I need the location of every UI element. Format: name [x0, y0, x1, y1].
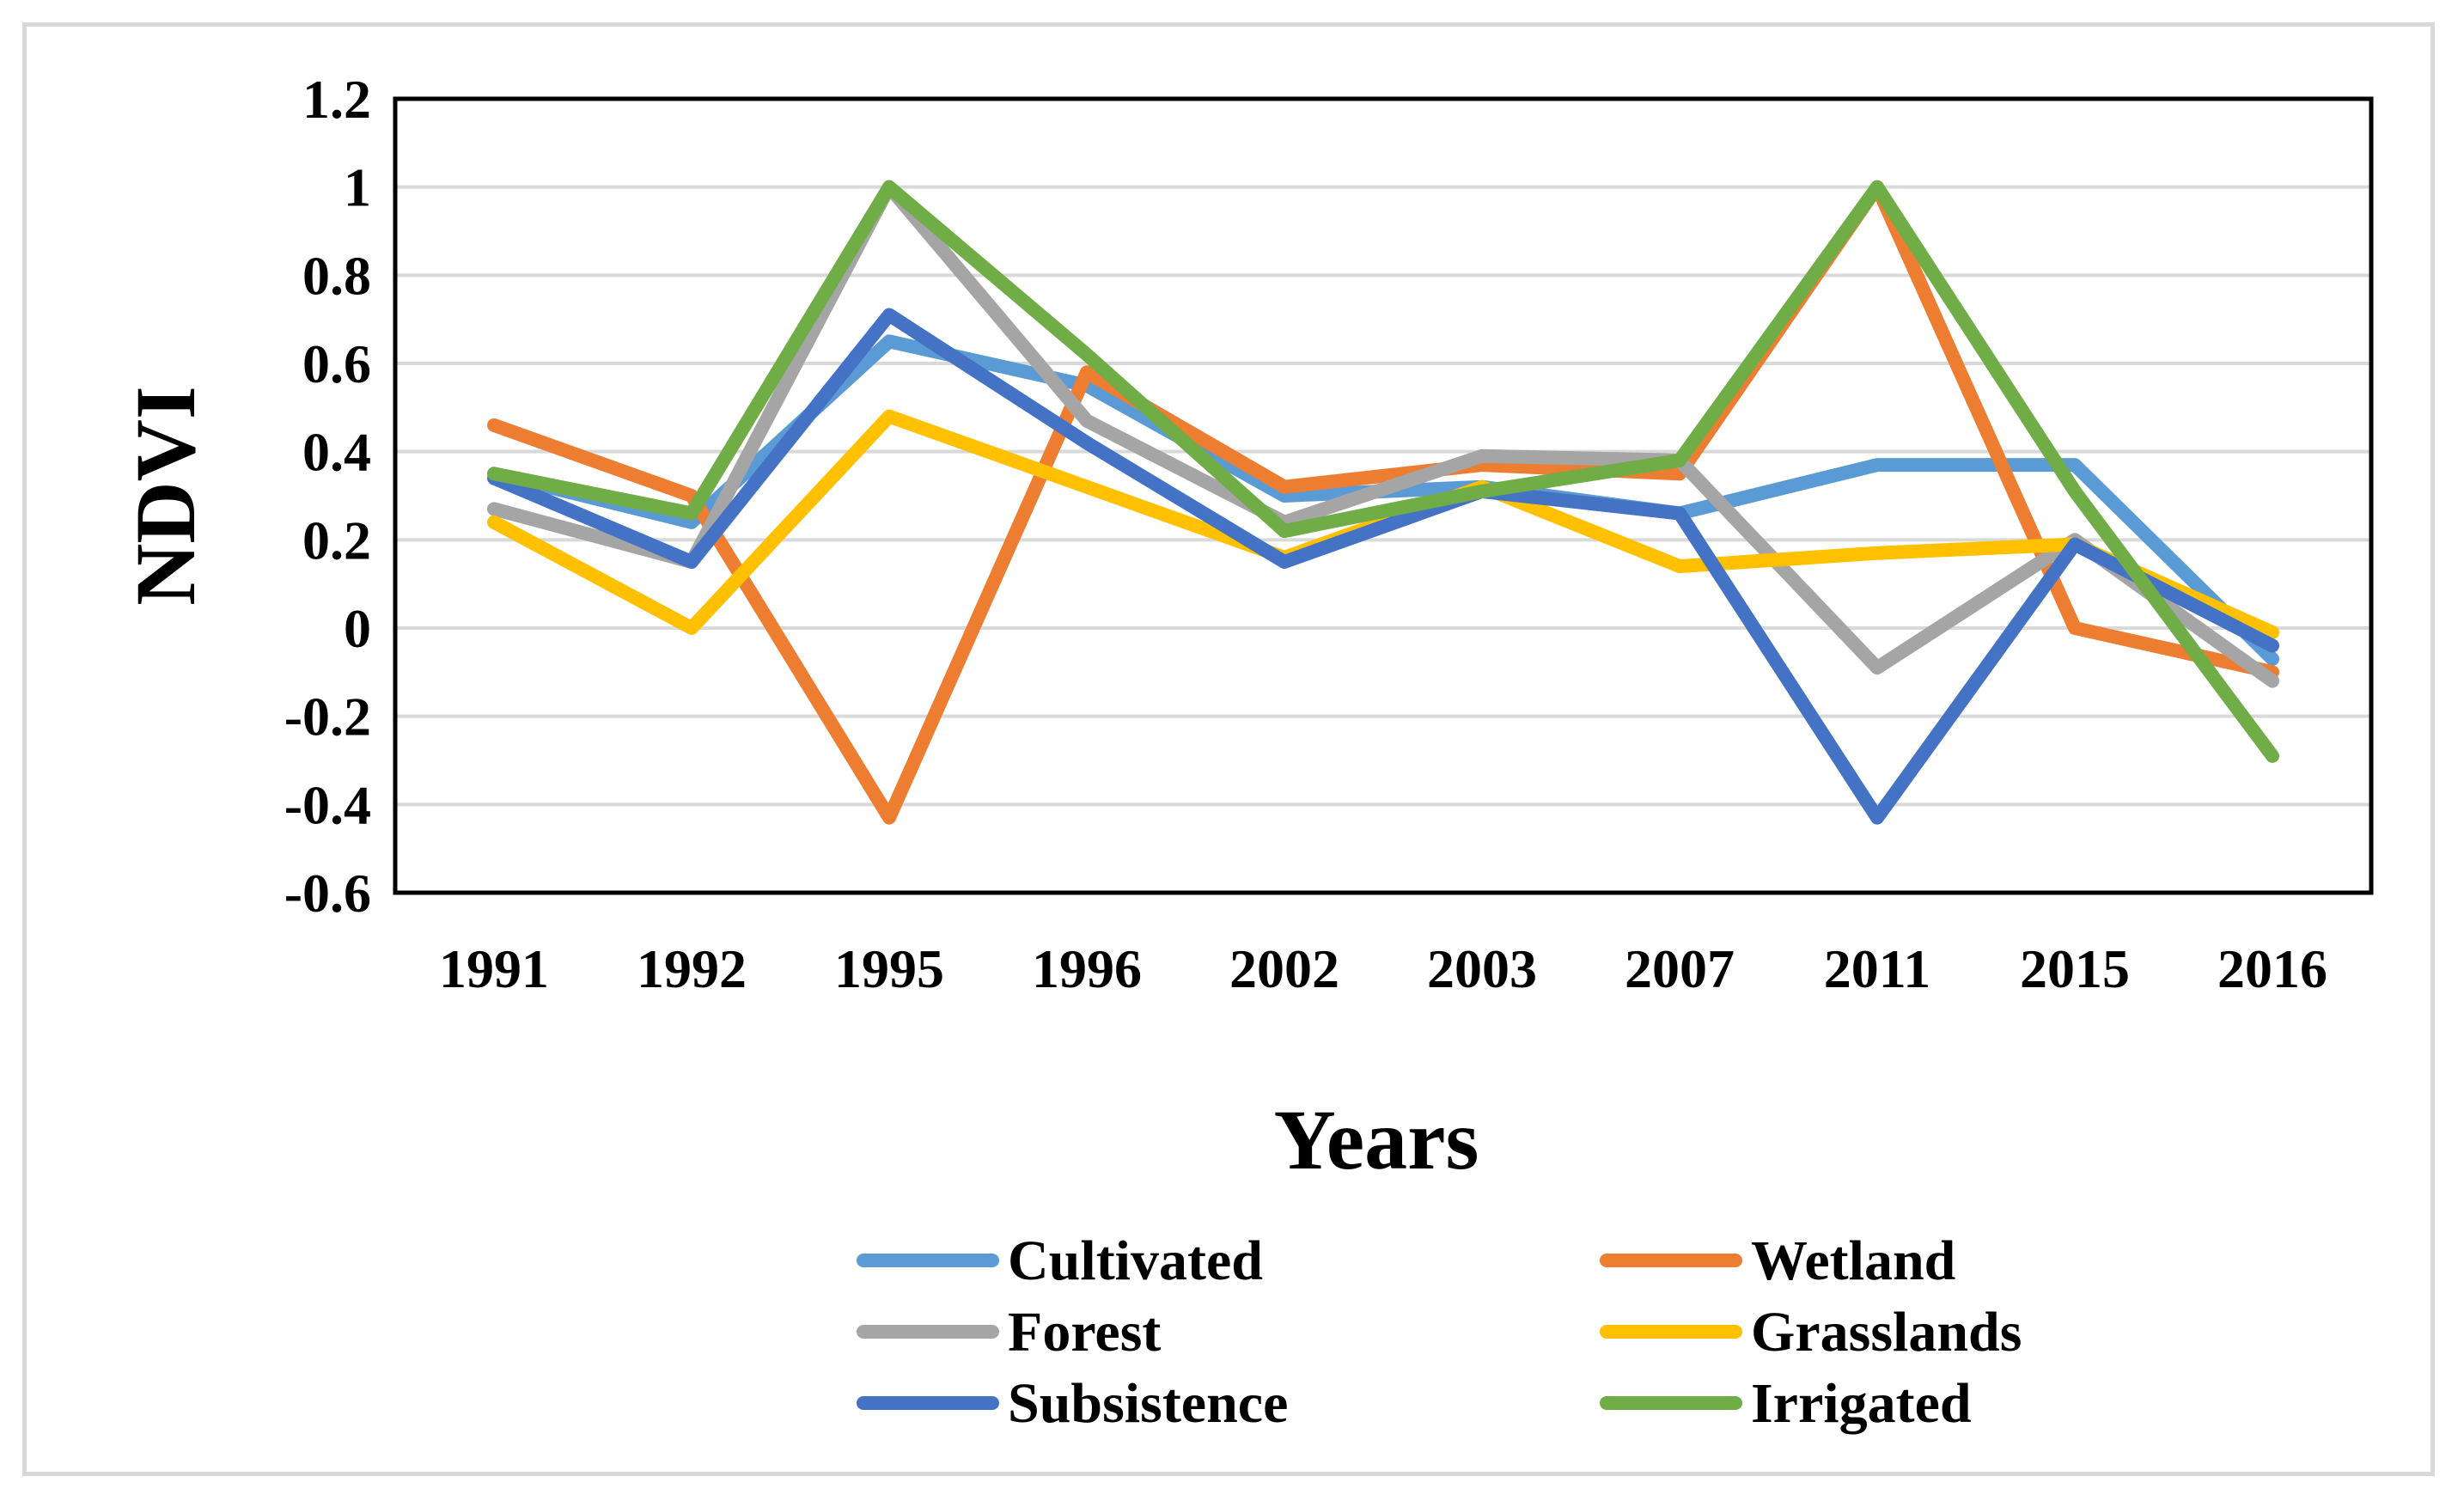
x-tick-label: 1992 [637, 938, 747, 999]
legend-label-irrigated: Irrigated [1751, 1372, 1972, 1435]
y-tick-label: -0.2 [284, 686, 371, 747]
x-tick-label: 2016 [2217, 938, 2327, 999]
y-tick-label: 0.6 [302, 333, 371, 394]
legend-label-grasslands: Grasslands [1751, 1301, 2022, 1364]
x-tick-label: 1991 [439, 938, 549, 999]
y-tick-label: 0 [344, 598, 371, 659]
y-tick-label: 1 [344, 157, 371, 218]
plot-area-border [393, 96, 2374, 895]
legend-label-cultivated: Cultivated [1008, 1229, 1263, 1292]
x-axis-title: Years [1274, 1092, 1479, 1187]
y-tick-label: -0.4 [284, 774, 371, 835]
y-tick-label: 0.2 [302, 509, 371, 570]
y-tick-label: 0.4 [302, 422, 371, 483]
x-tick-label: 2002 [1229, 938, 1339, 999]
legend-label-forest: Forest [1008, 1301, 1161, 1364]
y-axis-title: NDVI [118, 386, 213, 606]
y-tick-label: -0.6 [284, 863, 371, 924]
legend: Cultivated Wetland Forest Grasslands Subsist… [857, 1229, 2022, 1435]
series-line-wetland [487, 180, 2279, 825]
x-tick-label: 2015 [2020, 938, 2130, 999]
x-tick-label: 2011 [1824, 938, 1930, 999]
legend-label-wetland: Wetland [1751, 1229, 1955, 1292]
x-tick-label: 2003 [1427, 938, 1537, 999]
y-tick-label: 0.8 [302, 245, 371, 306]
series-line-forest [487, 180, 2279, 688]
series-lines [487, 180, 2279, 825]
x-axis-ticks: 1991 1992 1995 1996 2002 2003 2007 2011 2015 2016 [439, 938, 2327, 999]
y-axis-ticks: -0.6 -0.4 -0.2 0 0.2 0.4 0.6 0.8 1 1.2 [284, 69, 371, 924]
y-tick-label: 1.2 [302, 69, 371, 130]
x-tick-label: 2007 [1625, 938, 1735, 999]
x-tick-label: 1996 [1032, 938, 1142, 999]
series-line-irrigated [487, 180, 2279, 763]
legend-label-subsistence: Subsistence [1008, 1372, 1288, 1435]
x-tick-label: 1995 [834, 938, 944, 999]
figure-frame [22, 22, 2435, 1476]
series-line-subsistence [487, 308, 2279, 825]
